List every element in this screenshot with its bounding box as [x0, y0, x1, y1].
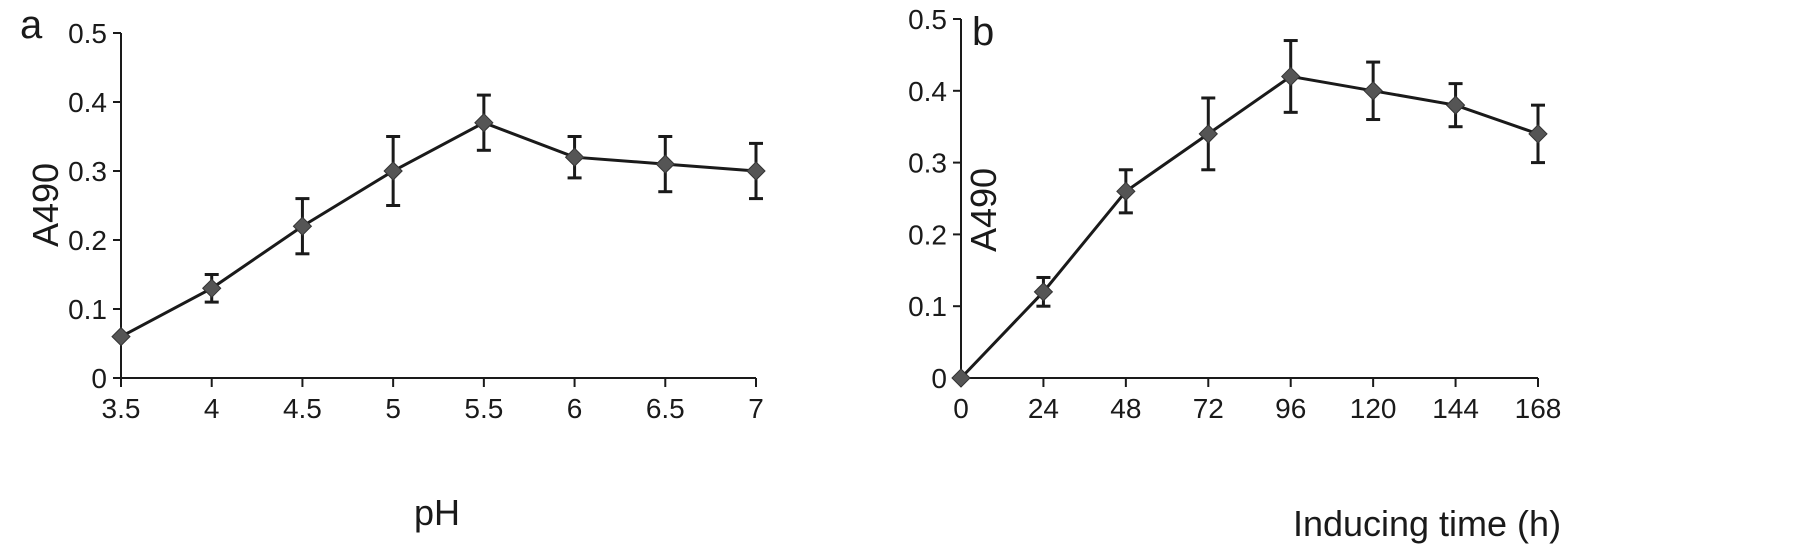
- panel-a-y-tick-label: 0.1: [68, 294, 107, 325]
- panel-a-x-tick-label: 7: [748, 393, 764, 424]
- panel-a-data-point: [292, 216, 313, 236]
- panel-b-data-point: [1281, 66, 1301, 87]
- panel-a-series-line: [120, 121, 757, 338]
- panel-b-data-point: [1445, 95, 1466, 115]
- panel-b-plot-area: 0 0.1 0.2 0.3 0.4 0.5 0 24 48 72 96 120 144 168: [908, 4, 1561, 424]
- panel-a-x-tick-label: 5: [385, 393, 401, 424]
- panel-b-y-tick-label: 0.3: [908, 148, 947, 179]
- panel-a-plot-area: 0 0.1 0.2 0.3 0.4 0.5 3.5 4 4.5 5 5.5 6 6.5 7: [68, 18, 766, 424]
- panel-a-data-point: [474, 112, 494, 133]
- panel-a-x-tick-label: 4: [204, 393, 220, 424]
- panel-b-x-tick-label: 0: [953, 393, 969, 424]
- panel-b-y-axis-title: A490: [963, 168, 1004, 252]
- panel-b-data-point: [951, 368, 971, 388]
- panel-b-y-tick-label: 0: [931, 363, 947, 394]
- panel-b-data-point: [1198, 124, 1218, 144]
- panel-b-x-tick-label: 48: [1110, 393, 1141, 424]
- panel-b-data-point: [1033, 282, 1054, 302]
- panel-b-x-tick-label: 120: [1350, 393, 1397, 424]
- panel-b-series-line: [959, 74, 1539, 380]
- panel-a-data-point: [564, 147, 585, 167]
- panel-a-data-point: [202, 278, 222, 299]
- panel-b-y-tick-label: 0.4: [908, 76, 947, 107]
- panel-a-y-tick-label: 0.4: [68, 87, 107, 118]
- panel-a-y-tick-label: 0.5: [68, 18, 107, 49]
- panel-b-data-point: [1116, 181, 1136, 202]
- panel-a-x-tick-label: 5.5: [464, 393, 503, 424]
- panel-b-chart: b A490 Inducing time (h) 0 0.1 0.2 0.3 0.4 0.…: [908, 4, 1561, 544]
- panel-a-data-point: [655, 154, 675, 174]
- panel-b-data-point: [1528, 124, 1548, 144]
- panel-a-x-axis-title: pH: [414, 492, 460, 533]
- panel-a-y-tick-label: 0.3: [68, 156, 107, 187]
- panel-b-data-point: [1363, 81, 1383, 101]
- panel-a-x-tick-label: 6.5: [646, 393, 685, 424]
- panel-a-x-tick-label: 4.5: [283, 393, 322, 424]
- panel-b-x-tick-label: 24: [1028, 393, 1059, 424]
- panel-b-x-tick-label: 96: [1275, 393, 1306, 424]
- panel-a-y-tick-label: 0.2: [68, 225, 107, 256]
- panel-a-y-tick-label: 0: [91, 363, 107, 394]
- panel-b-x-tick-label: 168: [1515, 393, 1562, 424]
- panel-a-data-point: [383, 161, 403, 181]
- panel-b-y-tick-label: 0.5: [908, 4, 947, 35]
- panel-b-x-tick-label: 144: [1432, 393, 1479, 424]
- panel-a-chart: a A490 pH 0 0.1 0.2 0.3 0.4 0.5 3.5 4 4.5 5 5.5 6 6.…: [20, 3, 766, 533]
- panel-b-y-tick-label: 0.1: [908, 291, 947, 322]
- panel-a-data-point: [746, 161, 766, 181]
- panel-b-x-tick-label: 72: [1193, 393, 1224, 424]
- panel-a-y-axis-title: A490: [25, 163, 66, 247]
- panel-b-y-tick-label: 0.2: [908, 219, 947, 250]
- panel-a-x-tick-label: 3.5: [102, 393, 141, 424]
- panel-a-letter: a: [20, 3, 43, 47]
- panel-a-x-tick-label: 6: [567, 393, 583, 424]
- panel-a-data-point: [111, 326, 131, 347]
- panel-b-letter: b: [972, 10, 994, 54]
- panel-b-x-axis-title: Inducing time (h): [1293, 503, 1561, 544]
